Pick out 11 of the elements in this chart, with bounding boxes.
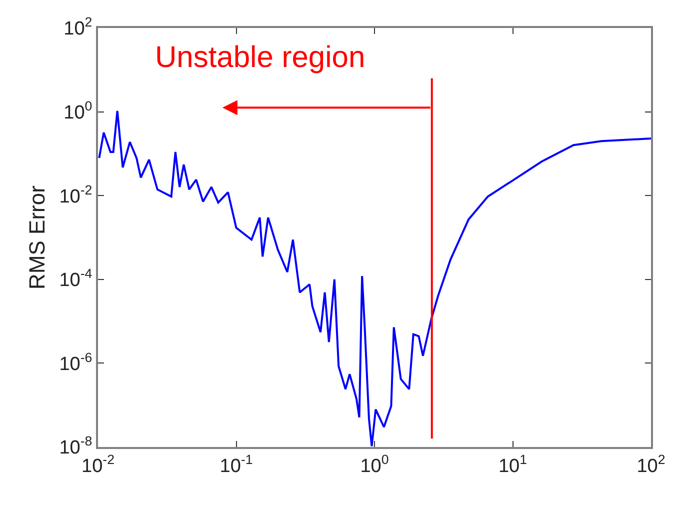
y-axis-title: RMS Error [24, 186, 50, 290]
y-tick-label: 10$^{-4}$ [59, 266, 92, 292]
x-tick-label: 10$^{1}$ [498, 452, 528, 477]
x-tick-label: 10$^{2}$ [636, 452, 666, 477]
y-tick-label: 10$^{0}$ [64, 98, 92, 124]
x-tick-label: 10$^{-1}$ [220, 452, 253, 477]
y-tick-label: 10$^{2}$ [64, 14, 92, 40]
annotation: Unstable region [155, 41, 366, 74]
y-tick-label: 10$^{-2}$ [59, 182, 92, 208]
x-tick-label: 10$^{0}$ [360, 452, 389, 477]
y-tick-label: 10$^{-6}$ [59, 350, 92, 375]
